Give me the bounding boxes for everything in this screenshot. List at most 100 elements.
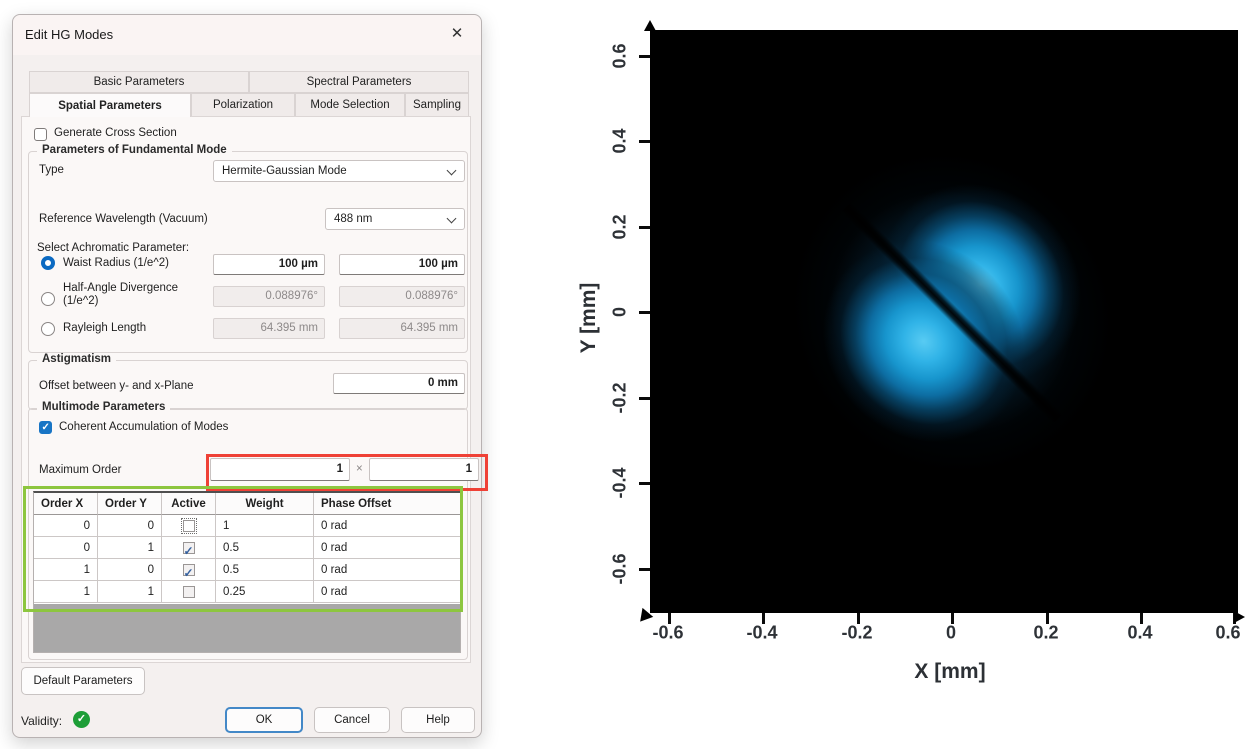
rayleigh-y-field: 64.395 mm <box>339 318 465 339</box>
type-dropdown[interactable]: Hermite-Gaussian Mode <box>213 160 465 182</box>
tab-mode-selection[interactable]: Mode Selection <box>295 93 405 117</box>
cell-phase-offset[interactable]: 0 rad <box>314 559 460 581</box>
cancel-button[interactable]: Cancel <box>314 707 390 733</box>
x-axis-title: X [mm] <box>914 660 986 683</box>
y-tick-label: -0.4 <box>609 467 630 499</box>
generate-cross-section-label: Generate Cross Section <box>54 127 177 139</box>
spatial-parameters-page: Generate Cross Section Parameters of Fun… <box>21 116 488 663</box>
cell-order-x: 1 <box>34 559 98 581</box>
x-tick-label: 0.6 <box>1215 622 1241 643</box>
wavelength-label: Reference Wavelength (Vacuum) <box>39 213 208 225</box>
cell-weight[interactable]: 0.5 <box>216 537 314 559</box>
y-tick <box>639 482 650 485</box>
coherent-accumulation-label: Coherent Accumulation of Modes <box>59 421 229 433</box>
wavelength-dropdown[interactable]: 488 nm <box>325 208 465 230</box>
default-parameters-button[interactable]: Default Parameters <box>21 667 145 695</box>
y-tick-label: -0.6 <box>609 553 630 585</box>
col-header-order-y: Order Y <box>98 493 162 515</box>
multimode-group-label: Multimode Parameters <box>37 401 171 413</box>
maximum-order-label: Maximum Order <box>39 464 122 476</box>
mode-table: Order X Order Y Active Weight Phase Offs… <box>33 491 461 653</box>
mode-lobes-container <box>669 30 1235 596</box>
col-header-weight: Weight <box>216 493 314 515</box>
dialog-title: Edit HG Modes <box>25 27 114 42</box>
astigmatism-offset-field[interactable]: 0 mm <box>333 373 465 394</box>
x-tick <box>762 613 765 624</box>
x-tick <box>857 613 860 624</box>
y-tick <box>639 226 650 229</box>
cell-order-x: 0 <box>34 515 98 537</box>
astigmatism-group-label: Astigmatism <box>37 353 117 365</box>
ok-button[interactable]: OK <box>225 707 303 733</box>
astigmatism-offset-label: Offset between y- and x-Plane <box>39 380 194 392</box>
tab-basic-parameters[interactable]: Basic Parameters <box>29 71 249 93</box>
x-tick-label: 0.4 <box>1127 622 1153 643</box>
x-tick <box>668 613 671 624</box>
validity-label: Validity: <box>21 714 63 728</box>
table-empty-area <box>34 604 460 652</box>
cell-phase-offset[interactable]: 0 rad <box>314 515 460 537</box>
waist-radius-x-field[interactable]: 100 µm <box>213 254 325 275</box>
tab-strip: Basic Parameters Spectral Parameters Spa… <box>29 71 469 117</box>
y-tick-label: 0 <box>609 306 630 318</box>
tab-polarization[interactable]: Polarization <box>191 93 295 117</box>
cell-order-y: 0 <box>98 559 162 581</box>
active-checkbox[interactable] <box>182 540 195 558</box>
col-header-order-x: Order X <box>34 493 98 515</box>
tab-spatial-parameters[interactable]: Spatial Parameters <box>29 93 191 117</box>
rayleigh-length-label: Rayleigh Length <box>63 322 147 334</box>
active-checkbox[interactable] <box>182 562 195 580</box>
y-tick-label: 0.4 <box>609 128 630 154</box>
cell-weight[interactable]: 1 <box>216 515 314 537</box>
cell-phase-offset[interactable]: 0 rad <box>314 581 460 603</box>
tab-spectral-parameters[interactable]: Spectral Parameters <box>249 71 469 93</box>
rayleigh-x-field: 64.395 mm <box>213 318 325 339</box>
cell-order-x: 1 <box>34 581 98 603</box>
cell-active <box>162 515 216 537</box>
chevron-down-icon <box>446 213 457 224</box>
y-tick-label: 0.2 <box>609 214 630 240</box>
multimode-group: Multimode Parameters Coherent Accumulati… <box>23 401 488 660</box>
fundamental-mode-group: Parameters of Fundamental Mode Type Herm… <box>28 144 468 353</box>
waist-radius-radio[interactable] <box>41 256 55 270</box>
y-tick <box>639 55 650 58</box>
half-angle-divergence-radio[interactable] <box>41 292 55 306</box>
x-tick-label: 0.2 <box>1033 622 1059 643</box>
times-symbol: × <box>356 463 363 475</box>
chevron-down-icon <box>446 165 457 176</box>
cell-order-x: 0 <box>34 537 98 559</box>
waist-radius-y-field[interactable]: 100 µm <box>339 254 465 275</box>
y-tick-label: 0.6 <box>609 43 630 69</box>
col-header-phase-offset: Phase Offset <box>314 493 460 515</box>
rayleigh-length-radio[interactable] <box>41 322 55 336</box>
cell-phase-offset[interactable]: 0 rad <box>314 537 460 559</box>
cell-active <box>162 537 216 559</box>
help-button[interactable]: Help <box>401 707 475 733</box>
coherent-accumulation-checkbox[interactable] <box>39 421 52 434</box>
y-tick <box>639 568 650 571</box>
y-tick <box>639 311 650 314</box>
type-value: Hermite-Gaussian Mode <box>222 165 347 177</box>
cell-active <box>162 581 216 603</box>
close-icon[interactable]: ✕ <box>450 25 464 42</box>
generate-cross-section-checkbox[interactable] <box>34 128 47 141</box>
cell-order-y: 1 <box>98 581 162 603</box>
x-tick-label: -0.4 <box>746 622 778 643</box>
cell-weight[interactable]: 0.25 <box>216 581 314 603</box>
maximum-order-x-field[interactable]: 1 <box>210 458 350 481</box>
astigmatism-group: Astigmatism Offset between y- and x-Plan… <box>28 353 468 410</box>
y-tick-label: -0.2 <box>609 382 630 414</box>
x-axis-arrow-icon <box>1234 611 1245 623</box>
edit-hg-modes-dialog: Edit HG Modes ✕ Basic Parameters Spectra… <box>12 14 488 738</box>
cell-weight[interactable]: 0.5 <box>216 559 314 581</box>
achromatic-parameter-label: Select Achromatic Parameter: <box>37 242 190 254</box>
divergence-x-field: 0.088976° <box>213 286 325 307</box>
x-tick-label: -0.6 <box>652 622 684 643</box>
active-checkbox[interactable] <box>180 517 197 534</box>
cell-order-y: 1 <box>98 537 162 559</box>
tab-sampling[interactable]: Sampling <box>405 93 469 117</box>
maximum-order-y-field[interactable]: 1 <box>369 458 479 481</box>
type-label: Type <box>39 164 64 176</box>
validity-ok-icon: ✓ <box>73 711 90 728</box>
active-checkbox[interactable] <box>182 585 195 598</box>
